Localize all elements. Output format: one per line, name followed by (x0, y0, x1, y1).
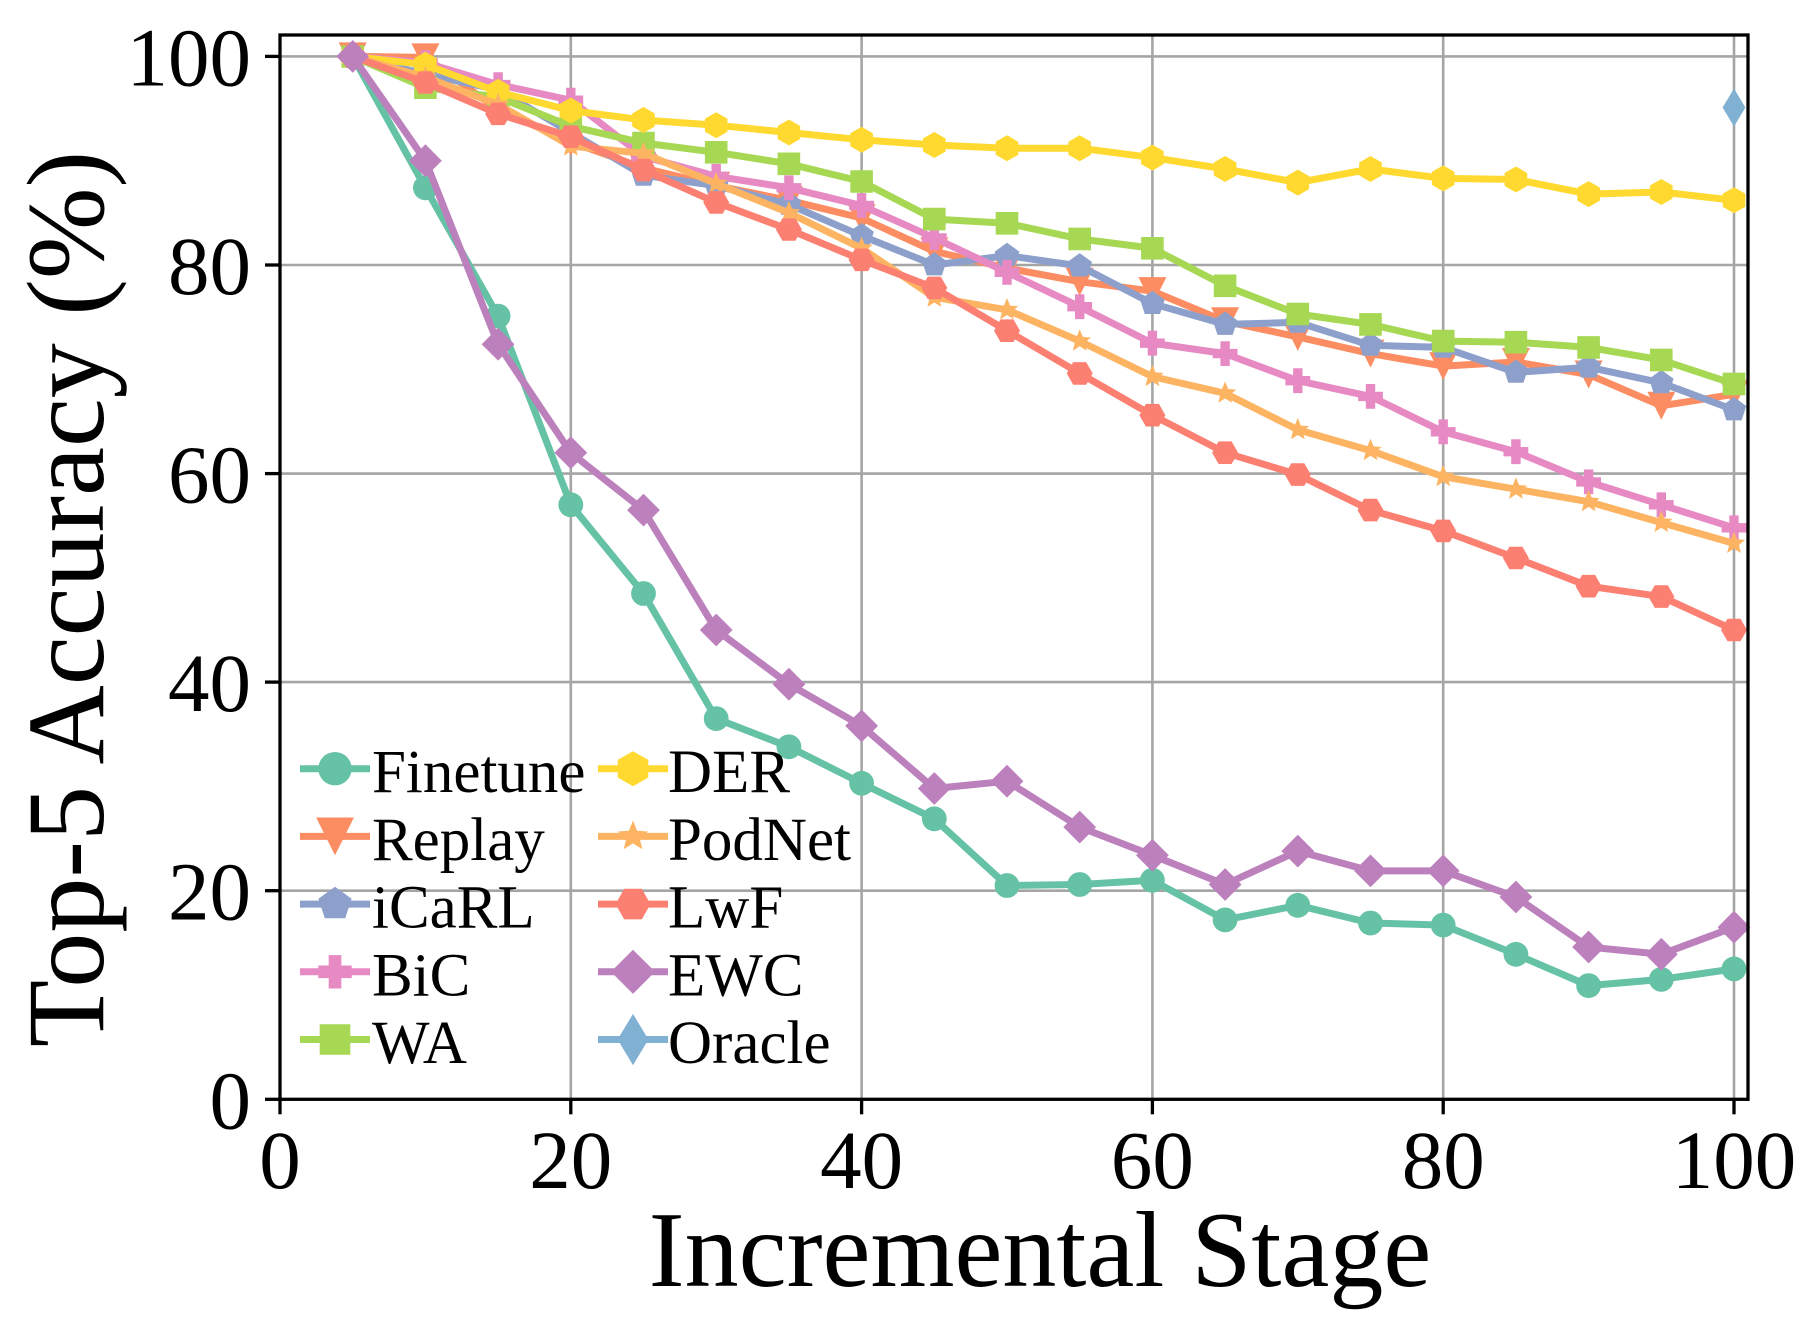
svg-text:Incremental Stage: Incremental Stage (649, 1191, 1432, 1310)
svg-text:100: 100 (127, 11, 252, 103)
svg-text:LwF: LwF (668, 875, 783, 942)
svg-text:60: 60 (1111, 1114, 1194, 1206)
svg-text:100: 100 (1672, 1114, 1797, 1206)
svg-text:EWC: EWC (668, 942, 804, 1009)
svg-text:WA: WA (372, 1010, 467, 1077)
svg-text:Oracle: Oracle (668, 1010, 831, 1077)
svg-text:80: 80 (168, 220, 251, 312)
svg-text:0: 0 (259, 1114, 301, 1206)
svg-text:Replay: Replay (372, 807, 545, 874)
svg-text:DER: DER (668, 739, 790, 806)
svg-text:40: 40 (820, 1114, 903, 1206)
svg-text:Top-5 Accuracy (%): Top-5 Accuracy (%) (5, 151, 127, 1047)
svg-text:Finetune: Finetune (372, 739, 585, 806)
svg-text:60: 60 (168, 429, 251, 521)
svg-text:0: 0 (210, 1054, 252, 1146)
svg-text:PodNet: PodNet (668, 807, 851, 874)
svg-text:80: 80 (1402, 1114, 1485, 1206)
svg-text:iCaRL: iCaRL (372, 875, 535, 942)
svg-text:40: 40 (168, 637, 251, 729)
svg-text:BiC: BiC (372, 942, 470, 1009)
svg-text:20: 20 (529, 1114, 612, 1206)
svg-text:20: 20 (168, 846, 251, 938)
